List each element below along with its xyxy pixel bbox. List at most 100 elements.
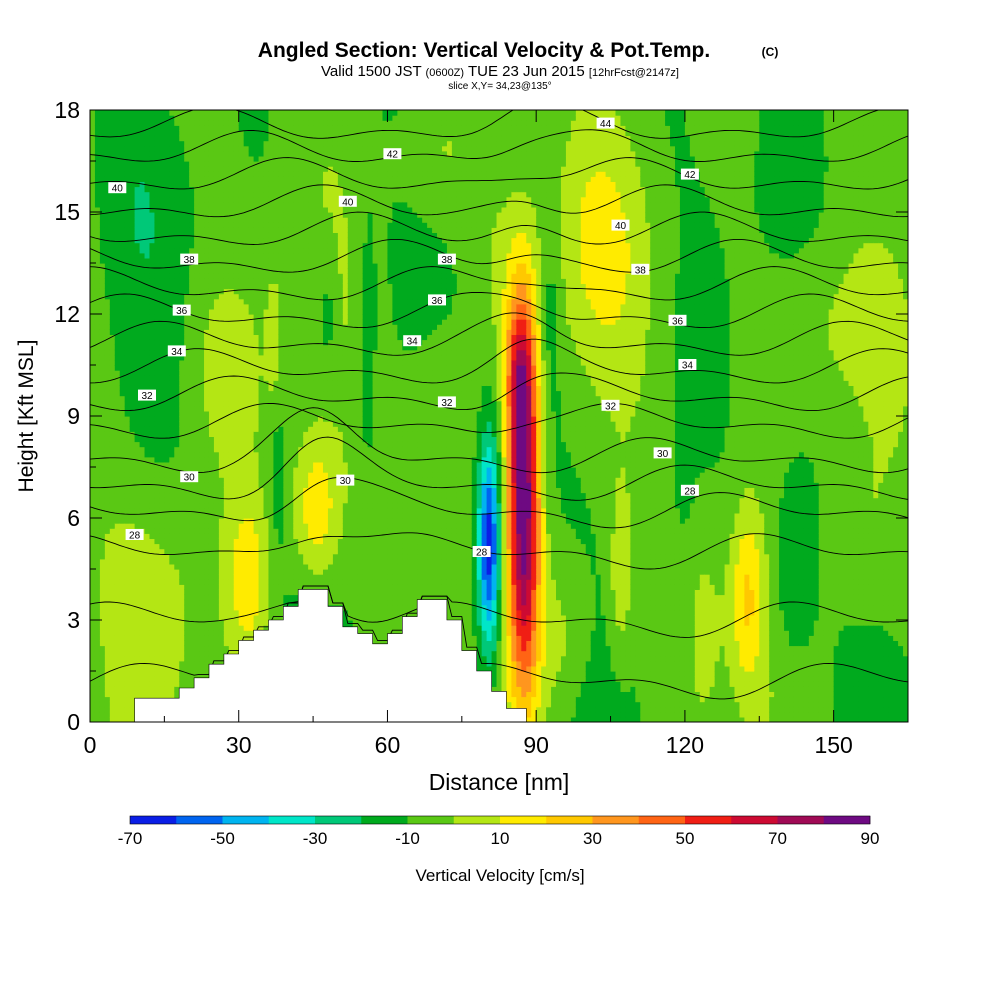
velocity-cell [119,314,126,320]
velocity-cell [99,630,106,636]
velocity-cell [213,201,220,208]
velocity-cell [144,308,151,315]
velocity-cell [283,247,289,254]
velocity-cell [109,696,116,703]
velocity-cell [184,283,190,290]
velocity-cell [159,161,165,167]
velocity-cell [268,604,275,611]
velocity-cell [104,196,111,203]
velocity-cell [243,533,250,539]
velocity-cell [174,497,180,504]
velocity-cell [109,609,116,616]
velocity-cell [144,252,151,259]
velocity-cell [104,446,111,453]
velocity-cell [194,319,200,325]
velocity-cell [174,359,180,366]
velocity-cell [104,324,111,330]
velocity-cell [149,283,156,290]
velocity-cell [109,273,116,279]
velocity-cell [238,385,245,392]
velocity-cell [169,518,175,524]
velocity-cell [99,640,106,647]
velocity-cell [278,594,284,601]
velocity-cell [179,426,185,432]
velocity-cell [90,441,96,448]
velocity-cell [184,410,190,417]
velocity-cell [90,120,96,126]
velocity-cell [124,252,131,259]
velocity-cell [223,120,230,126]
velocity-cell [268,563,275,570]
velocity-cell [109,339,116,346]
velocity-cell [273,140,279,147]
velocity-cell [208,533,215,539]
velocity-cell [184,665,190,672]
velocity-cell [278,257,284,264]
velocity-cell [238,441,245,448]
velocity-cell [248,252,255,259]
velocity-cell [243,191,250,198]
velocity-cell [189,456,195,463]
velocity-cell [253,206,260,213]
velocity-cell [164,405,170,412]
velocity-cell [174,181,180,188]
velocity-cell [144,681,151,687]
velocity-cell [99,314,106,320]
velocity-cell [134,176,141,182]
velocity-cell [94,359,101,366]
velocity-cell [174,283,180,290]
velocity-cell [194,339,200,346]
velocity-cell [288,380,294,386]
velocity-cell [278,502,284,509]
velocity-cell [90,232,96,239]
velocity-cell [184,375,190,381]
velocity-cell [208,579,215,585]
velocity-cell [109,569,116,575]
velocity-cell [189,650,195,657]
velocity-cell [99,574,106,580]
velocity-cell [213,186,220,193]
velocity-cell [139,298,146,305]
velocity-cell [243,130,250,137]
velocity-cell [228,329,235,335]
velocity-cell [218,344,225,351]
velocity-cell [144,594,151,601]
velocity-cell [243,288,250,295]
velocity-cell [199,283,205,290]
velocity-cell [164,263,170,269]
velocity-cell [99,502,106,509]
velocity-cell [154,237,161,244]
velocity-cell [144,130,151,137]
velocity-cell [223,247,230,254]
velocity-cell [149,676,156,682]
velocity-cell [278,222,284,228]
velocity-cell [99,416,106,422]
velocity-cell [213,574,220,580]
velocity-cell [208,324,215,330]
velocity-cell [228,370,235,376]
velocity-cell [218,130,225,137]
velocity-cell [263,237,270,244]
velocity-cell [204,273,210,279]
velocity-cell [139,558,146,565]
velocity-cell [109,650,116,657]
velocity-cell [189,130,195,137]
velocity-cell [194,497,200,504]
velocity-cell [184,594,190,601]
velocity-cell [288,278,294,284]
velocity-cell [109,161,116,167]
velocity-cell [208,334,215,341]
velocity-cell [169,242,175,249]
velocity-cell [233,594,240,601]
velocity-cell [109,584,116,590]
velocity-cell [94,186,101,193]
velocity-cell [204,655,210,662]
velocity-cell [129,701,136,708]
velocity-cell [139,671,146,677]
velocity-cell [218,431,225,437]
velocity-cell [189,227,195,233]
velocity-cell [104,635,111,641]
velocity-cell [283,196,289,203]
velocity-cell [149,405,156,412]
velocity-cell [273,120,279,126]
